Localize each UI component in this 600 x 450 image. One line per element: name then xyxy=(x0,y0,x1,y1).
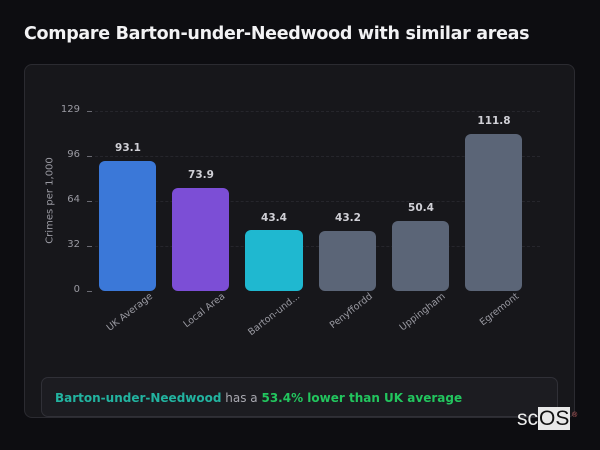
summary-text: Barton-under-Needwood has a 53.4% lower … xyxy=(55,391,462,405)
gridline xyxy=(95,156,540,157)
bar-uppingham[interactable] xyxy=(392,221,449,291)
bar-value-label: 73.9 xyxy=(188,169,214,181)
logo-os: OS xyxy=(538,407,571,430)
y-tick: 64 xyxy=(67,194,80,205)
bar-value-label: 111.8 xyxy=(477,115,511,127)
x-tick-label: Uppingham xyxy=(397,291,448,334)
y-tick: 32 xyxy=(67,239,80,250)
bar-value-label: 43.4 xyxy=(261,212,287,224)
gridline xyxy=(95,246,540,247)
bar-penyffordd[interactable] xyxy=(319,231,376,291)
y-tickmark xyxy=(87,111,92,112)
x-tick-label: Penyffordd xyxy=(327,291,375,332)
scos-logo: scOS ® xyxy=(517,407,577,430)
y-tick: 96 xyxy=(67,149,80,160)
logo-sc: sc xyxy=(517,407,538,430)
bar-barton-under-needwood[interactable] xyxy=(245,230,303,291)
x-tick-label: UK Average xyxy=(104,291,155,334)
y-tickmark xyxy=(87,201,92,202)
bar-uk-average[interactable] xyxy=(99,161,156,291)
bar-egremont[interactable] xyxy=(465,134,522,291)
gridline xyxy=(95,111,540,112)
summary-box: Barton-under-Needwood has a 53.4% lower … xyxy=(41,377,558,417)
y-tickmark xyxy=(87,156,92,157)
x-tick-label: Barton-und... xyxy=(245,291,302,339)
registered-icon: ® xyxy=(572,412,578,419)
bar-value-label: 43.2 xyxy=(335,212,361,224)
summary-comparison: 53.4% lower than UK average xyxy=(261,391,463,405)
y-tickmark xyxy=(87,291,92,292)
page-title: Compare Barton-under-Needwood with simil… xyxy=(24,24,530,44)
y-tickmark xyxy=(87,246,92,247)
y-tick: 129 xyxy=(60,104,80,115)
gridline xyxy=(95,201,540,202)
summary-area-name: Barton-under-Needwood xyxy=(55,391,222,405)
x-tick-label: Local Area xyxy=(181,291,228,331)
x-tick-label: Egremont xyxy=(477,291,521,329)
summary-connector: has a xyxy=(221,391,262,405)
bar-local-area[interactable] xyxy=(172,188,229,291)
bar-value-label: 93.1 xyxy=(115,142,141,154)
y-tick: 0 xyxy=(73,284,80,295)
bar-value-label: 50.4 xyxy=(408,202,434,214)
